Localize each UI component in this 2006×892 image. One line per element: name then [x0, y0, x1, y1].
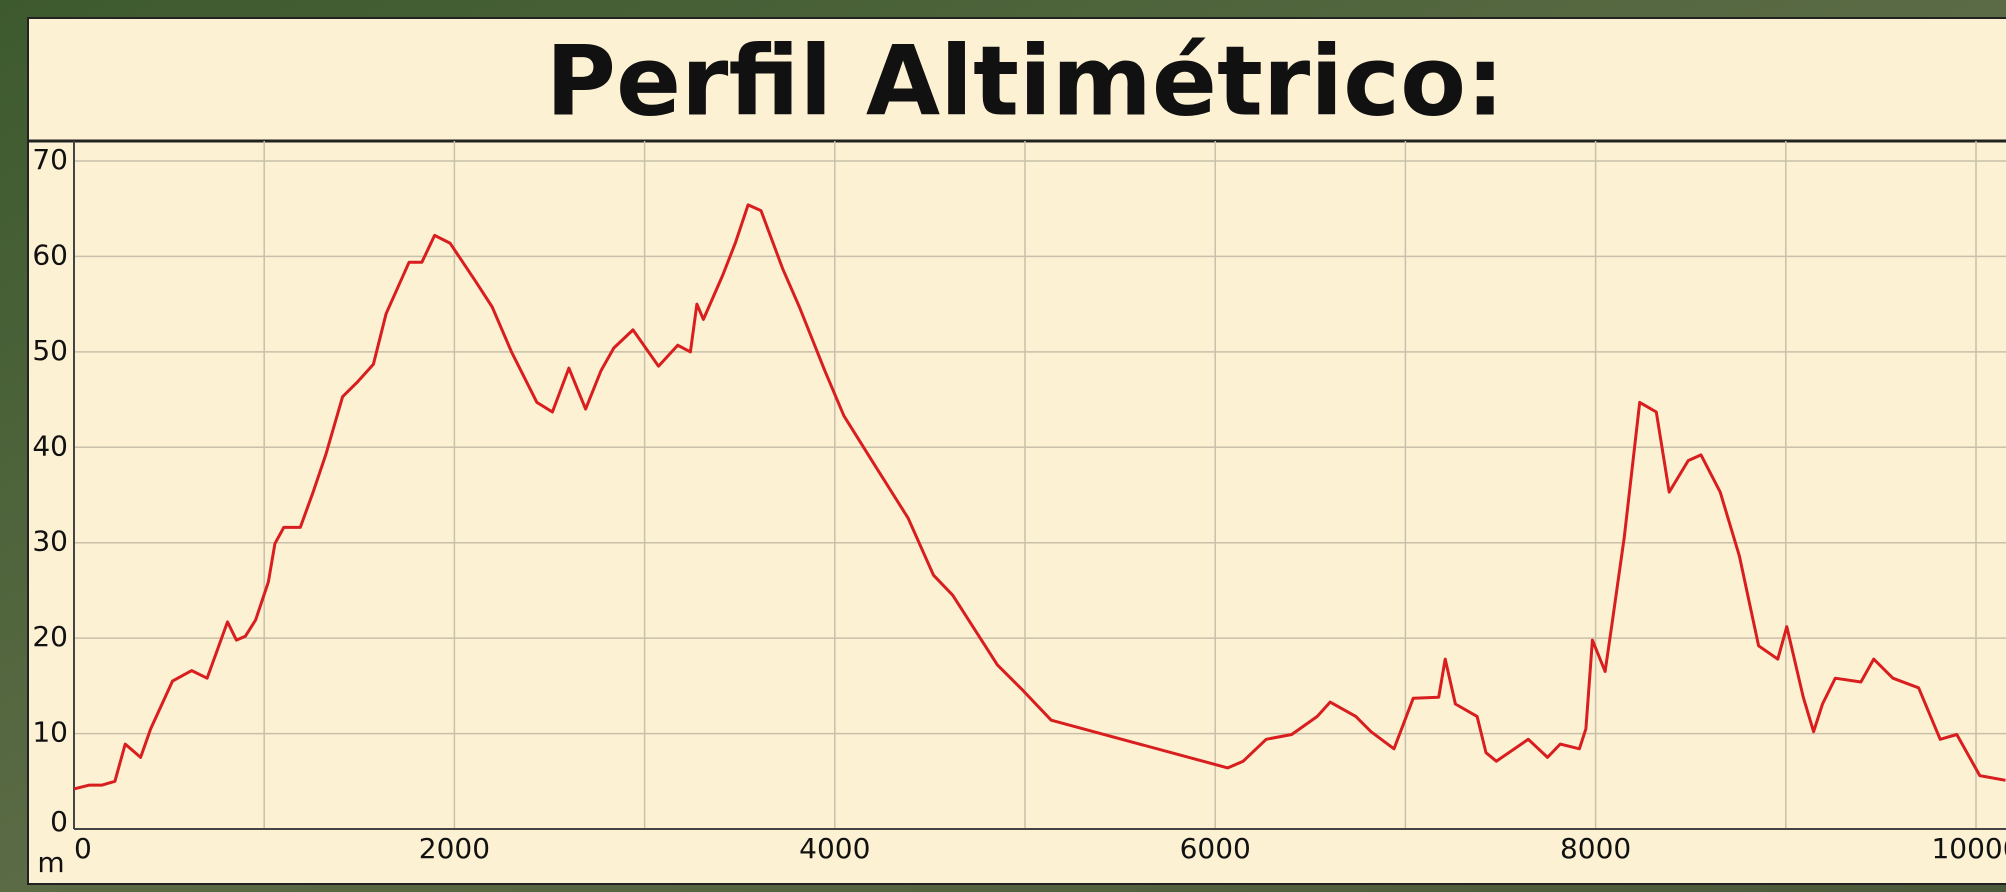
y-tick-label: 70: [32, 143, 68, 176]
page: {"chart_data": {"type": "line", "title":…: [0, 0, 2006, 892]
y-tick-label: 0: [50, 805, 68, 838]
y-tick-label: 50: [32, 334, 68, 367]
y-tick-label: 20: [32, 620, 68, 653]
chart: Perfil Altimétrico: m 0 10 20 30 40 50 60 70 0 20…: [0, 0, 2006, 892]
y-tick-label: 30: [32, 525, 68, 558]
x-tick-label: 10000: [1931, 832, 2006, 865]
x-tick-label: 0: [74, 832, 92, 865]
x-tick-label: 6000: [1180, 832, 1251, 865]
y-tick-label: 40: [32, 429, 68, 462]
x-tick-label: 2000: [419, 832, 490, 865]
panel: [28, 18, 2006, 884]
y-tick-label: 60: [32, 238, 68, 271]
chart-title: Perfil Altimétrico:: [546, 25, 1505, 137]
y-tick-label: 10: [32, 716, 68, 749]
x-tick-label: 8000: [1560, 832, 1631, 865]
y-unit-label: m: [37, 846, 64, 879]
x-tick-label: 4000: [799, 832, 870, 865]
